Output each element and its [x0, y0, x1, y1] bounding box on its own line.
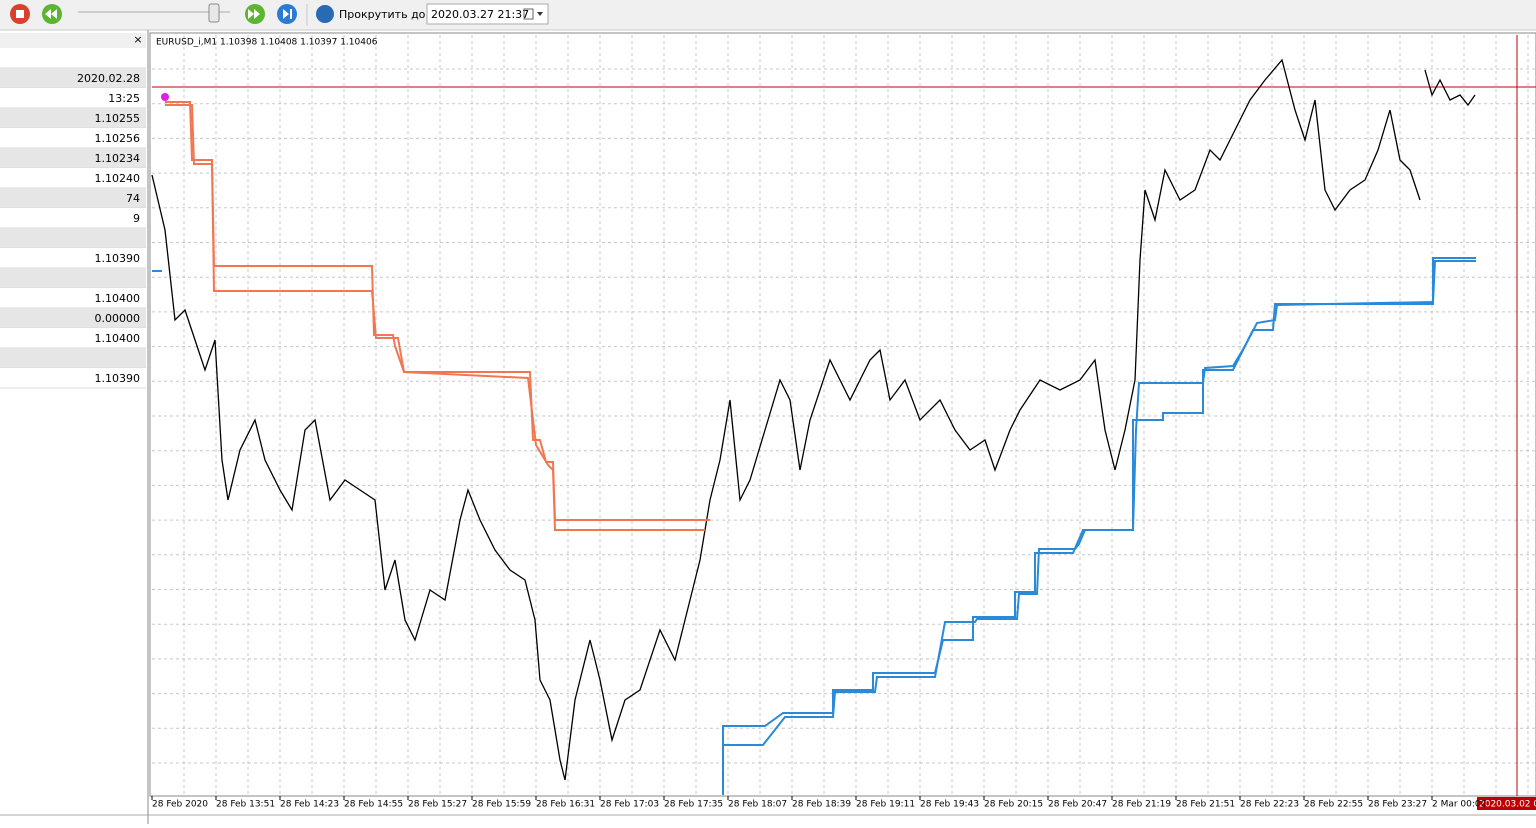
- panel-row: [0, 68, 146, 88]
- indicator-line: [165, 104, 705, 531]
- panel-row: [0, 328, 146, 348]
- x-tick-label: 28 Feb 13:51: [216, 800, 275, 810]
- x-tick-label: 28 Feb 21:51: [1176, 800, 1235, 810]
- chart-area: [149, 32, 1536, 797]
- x-tick-label: 28 Feb 14:55: [344, 800, 403, 810]
- panel-value: 74: [126, 192, 140, 205]
- panel-row: [0, 168, 146, 188]
- date-value[interactable]: 2020.03.27 21:37: [431, 8, 529, 21]
- panel-value: 1.10256: [95, 132, 141, 145]
- panel-value: 0.00000: [95, 312, 141, 325]
- panel-value: 1.10390: [95, 372, 141, 385]
- x-tick-label: 28 Feb 18:07: [728, 800, 787, 810]
- panel-row: [0, 368, 146, 388]
- cursor-label: 2020.03.02 00:00: [1479, 800, 1536, 810]
- scroll-label[interactable]: Прокрутить до: [339, 8, 426, 21]
- indicator-line: [723, 260, 1476, 746]
- panel-value: 1.10255: [95, 112, 141, 125]
- panel-row: [0, 148, 146, 168]
- x-tick-label: 28 Feb 17:03: [600, 800, 659, 810]
- panel-row: [0, 128, 146, 148]
- panel-row: [0, 308, 146, 328]
- panel-row: [0, 348, 146, 368]
- panel-row: [0, 248, 146, 268]
- x-tick-label: 28 Feb 19:43: [920, 800, 979, 810]
- x-tick-label: 28 Feb 22:23: [1240, 800, 1299, 810]
- panel-row: [0, 108, 146, 128]
- panel-row: [0, 188, 146, 208]
- x-tick-label: 28 Feb 2020: [152, 800, 208, 810]
- x-tick-label: 28 Feb 20:15: [984, 800, 1043, 810]
- panel-value: 1.10390: [95, 252, 141, 265]
- panel-value: 1.10400: [95, 332, 141, 345]
- x-tick-label: 28 Feb 19:11: [856, 800, 915, 810]
- x-tick-label: 28 Feb 17:35: [664, 800, 723, 810]
- panel-value: 1.10234: [95, 152, 141, 165]
- panel-value: 2020.02.28: [77, 72, 140, 85]
- start-marker: [161, 93, 169, 101]
- x-tick-label: 28 Feb 15:27: [408, 800, 467, 810]
- x-tick-label: 28 Feb 23:27: [1368, 800, 1427, 810]
- panel-row: [0, 228, 146, 248]
- panel-value: 1.10240: [95, 172, 141, 185]
- x-tick-label: 28 Feb 21:19: [1112, 800, 1171, 810]
- x-tick-label: 28 Feb 15:59: [472, 800, 531, 810]
- panel-row: [0, 208, 146, 228]
- panel-value: 9: [133, 212, 140, 225]
- panel-row: [0, 268, 146, 288]
- x-tick-label: 28 Feb 18:39: [792, 800, 851, 810]
- panel-row: [0, 88, 146, 108]
- panel-close[interactable]: ×: [133, 33, 142, 46]
- slider-thumb[interactable]: [208, 3, 220, 23]
- panel-row: [0, 288, 146, 308]
- panel-value: 1.10400: [95, 292, 141, 305]
- price-series: [151, 58, 1421, 781]
- x-tick-label: 28 Feb 16:31: [536, 800, 595, 810]
- scroll-icon[interactable]: [316, 5, 334, 23]
- x-tick-label: 28 Feb 14:23: [280, 800, 339, 810]
- toolbar: [0, 0, 1536, 30]
- x-tick-label: 2 Mar 00:00: [1432, 800, 1487, 810]
- panel-value: 13:25: [108, 92, 140, 105]
- x-tick-label: 28 Feb 20:47: [1048, 800, 1107, 810]
- date-input[interactable]: [426, 3, 549, 25]
- panel-row: [0, 48, 146, 68]
- x-tick-label: 28 Feb 22:55: [1304, 800, 1363, 810]
- price-series: [1424, 69, 1476, 107]
- indicator-line: [165, 101, 710, 521]
- chart-header: EURUSD_i,M1 1.10398 1.10408 1.10397 1.10…: [156, 38, 378, 48]
